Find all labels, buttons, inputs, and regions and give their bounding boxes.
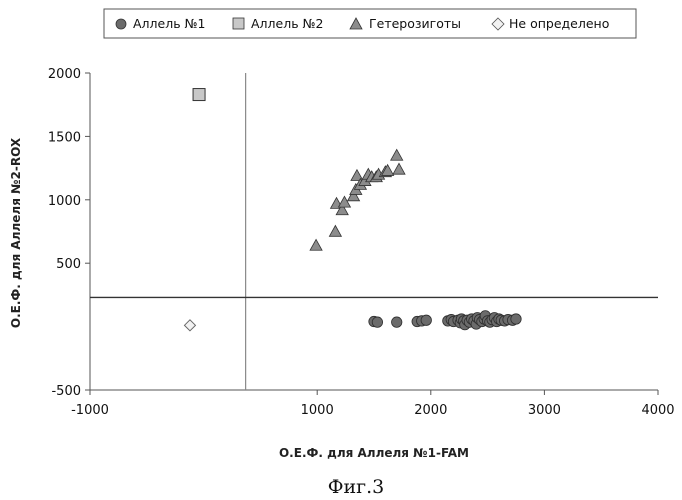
legend-square-icon xyxy=(233,18,244,29)
allele1-point xyxy=(511,314,521,324)
allele1-point xyxy=(392,317,402,327)
legend-label-allele2: Аллель №2 xyxy=(251,16,324,31)
legend-label-heterozygotes: Гетерозиготы xyxy=(369,16,461,31)
allele1-point xyxy=(372,317,382,327)
legend-circle-icon xyxy=(116,19,126,29)
y-tick-label: 500 xyxy=(56,257,81,272)
y-tick-label: 2000 xyxy=(48,67,81,82)
y-tick-label: 1000 xyxy=(48,194,81,209)
allele1-point xyxy=(421,315,431,325)
x-tick-label: -1000 xyxy=(71,403,109,418)
y-tick-label: 1500 xyxy=(48,130,81,145)
legend-label-allele1: Аллель №1 xyxy=(133,16,206,31)
x-tick-label: 4000 xyxy=(641,403,674,418)
y-tick-label: -500 xyxy=(51,384,81,399)
legend-label-undetermined: Не определено xyxy=(509,16,609,31)
plot-area xyxy=(90,73,658,390)
allele2-point xyxy=(193,89,205,101)
x-tick-label: 1000 xyxy=(301,403,334,418)
x-tick-label: 2000 xyxy=(414,403,447,418)
x-tick-label: 3000 xyxy=(528,403,561,418)
y-axis-label: О.Е.Ф. для Аллеля №2-ROX xyxy=(9,137,23,328)
x-axis-label: О.Е.Ф. для Аллеля №1-FAM xyxy=(279,446,469,460)
figure-caption: Фиг.3 xyxy=(328,476,385,498)
